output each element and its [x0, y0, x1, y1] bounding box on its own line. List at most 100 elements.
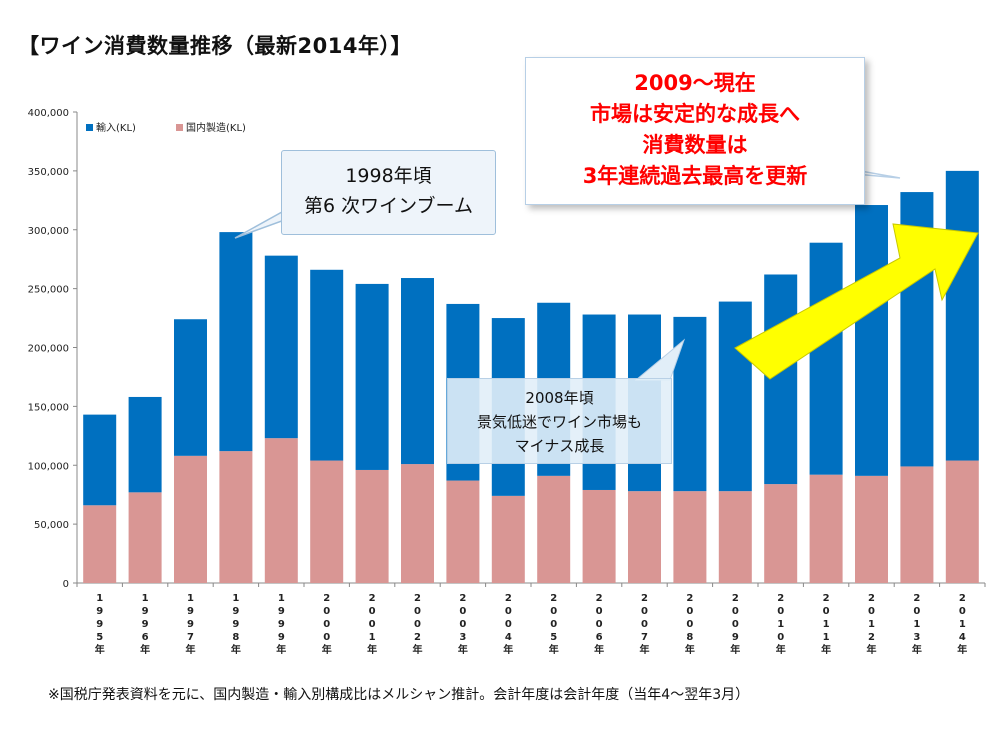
bar-import: [355, 283, 389, 470]
bar-import: [718, 301, 752, 492]
x-tick-glyph: 2: [323, 593, 330, 604]
x-tick-glyph: 2: [414, 593, 421, 604]
x-tick-glyph: 1: [142, 593, 149, 604]
x-tick-glyph: 9: [142, 619, 149, 630]
x-tick-glyph: 1: [959, 619, 966, 630]
x-tick-glyph: 年: [640, 643, 650, 656]
x-tick-glyph: 年: [503, 643, 513, 656]
bar-import: [264, 255, 298, 439]
x-tick-glyph: 0: [913, 606, 920, 617]
x-tick-glyph: 0: [323, 619, 330, 630]
x-tick-label: 1 9 9 6年: [140, 593, 150, 656]
x-tick-glyph: 0: [323, 632, 330, 643]
x-tick-glyph: 7: [641, 632, 648, 643]
x-tick-glyph: 9: [96, 606, 103, 617]
x-tick-glyph: 3: [459, 632, 466, 643]
bar-import: [83, 414, 117, 506]
x-tick-glyph: 0: [777, 606, 784, 617]
x-tick-glyph: 0: [505, 606, 512, 617]
x-tick-glyph: 2: [550, 593, 557, 604]
bar-domestic: [446, 480, 480, 583]
bar-domestic: [128, 492, 162, 583]
bar-domestic: [401, 464, 434, 583]
bar-import: [401, 278, 434, 465]
legend-label: 輸入(KL): [96, 121, 136, 134]
x-tick-glyph: 0: [686, 606, 693, 617]
y-tick-label: 0: [63, 579, 69, 590]
x-tick-glyph: 2: [868, 593, 875, 604]
x-tick-glyph: 年: [549, 643, 559, 656]
x-tick-glyph: 1: [868, 619, 875, 630]
x-tick-label: 2 0 0 8年: [685, 593, 695, 656]
x-tick-glyph: 9: [142, 606, 149, 617]
x-tick-glyph: 2: [641, 593, 648, 604]
x-tick-glyph: 年: [912, 643, 922, 656]
callout-2008-line: 景気低迷でワイン市場も: [476, 413, 642, 431]
x-tick-glyph: 2: [823, 593, 830, 604]
bar-domestic: [809, 474, 843, 583]
x-tick-glyph: 0: [959, 606, 966, 617]
callout-2008-line: 2008年頃: [525, 389, 594, 407]
x-tick-glyph: 0: [414, 606, 421, 617]
bar-domestic: [83, 505, 117, 583]
y-tick-label: 200,000: [28, 344, 69, 355]
callout-1998-boom: 1998年頃 第6 次ワインブーム: [281, 150, 496, 235]
callout-2009-line: 2009～現在: [634, 71, 756, 95]
bar-import: [219, 232, 253, 452]
x-tick-glyph: 2: [959, 593, 966, 604]
callout-1998-line: 1998年頃: [345, 165, 432, 187]
bar-domestic: [764, 484, 798, 583]
callout-2009-line: 市場は安定的な成長へ: [590, 102, 800, 126]
bar-domestic: [310, 460, 344, 583]
x-tick-label: 1 9 9 7年: [186, 593, 196, 656]
bar-import: [310, 269, 344, 461]
y-axis-labels: 0 50,000 100,000 150,000 200,000 250,000 300,0…: [28, 108, 69, 590]
x-tick-glyph: 1: [232, 593, 239, 604]
x-tick-glyph: 5: [550, 632, 557, 643]
x-tick-glyph: 5: [96, 632, 103, 643]
x-tick-glyph: 2: [459, 593, 466, 604]
x-tick-glyph: 0: [550, 606, 557, 617]
x-tick-glyph: 年: [276, 643, 286, 656]
x-tick-glyph: 0: [596, 606, 603, 617]
x-tick-glyph: 0: [505, 619, 512, 630]
bar-import: [174, 319, 207, 456]
bar-import: [673, 316, 707, 492]
x-tick-glyph: 0: [369, 619, 376, 630]
x-tick-glyph: 0: [596, 619, 603, 630]
x-tick-glyph: 2: [369, 593, 376, 604]
bar-import: [809, 242, 843, 475]
x-tick-label: 2 0 0 6年: [594, 593, 604, 656]
x-tick-glyph: 0: [732, 606, 739, 617]
x-tick-glyph: 2: [505, 593, 512, 604]
x-tick-glyph: 1: [278, 593, 285, 604]
x-tick-glyph: 9: [96, 619, 103, 630]
callout-2009-line: 消費数量は: [642, 133, 748, 157]
x-tick-glyph: 年: [140, 643, 150, 656]
x-tick-glyph: 1: [187, 593, 194, 604]
bar-domestic: [855, 475, 888, 583]
x-tick-glyph: 8: [232, 632, 239, 643]
bar-domestic: [718, 491, 752, 583]
x-tick-label: 2 0 1 3年: [912, 593, 922, 656]
x-tick-glyph: 9: [232, 606, 239, 617]
x-tick-glyph: 0: [777, 632, 784, 643]
bar-import: [764, 274, 798, 485]
x-tick-glyph: 年: [685, 643, 695, 656]
x-tick-label: 2 0 0 5年: [549, 593, 559, 656]
legend-swatch: [176, 124, 183, 131]
x-tick-glyph: 年: [867, 643, 877, 656]
bar-domestic: [900, 466, 934, 583]
callout-2008-line: マイナス成長: [514, 437, 605, 455]
x-tick-glyph: 1: [96, 593, 103, 604]
bar-domestic: [355, 469, 389, 583]
callout-2009-line: 3年連続過去最高を更新: [582, 164, 808, 188]
x-tick-label: 2 0 0 3年: [458, 593, 468, 656]
bar-domestic: [628, 491, 661, 583]
x-tick-label: 1 9 9 5年: [95, 593, 105, 656]
chart-legend: 輸入(KL) 国内製造(KL): [86, 121, 246, 134]
x-tick-glyph: 0: [823, 606, 830, 617]
